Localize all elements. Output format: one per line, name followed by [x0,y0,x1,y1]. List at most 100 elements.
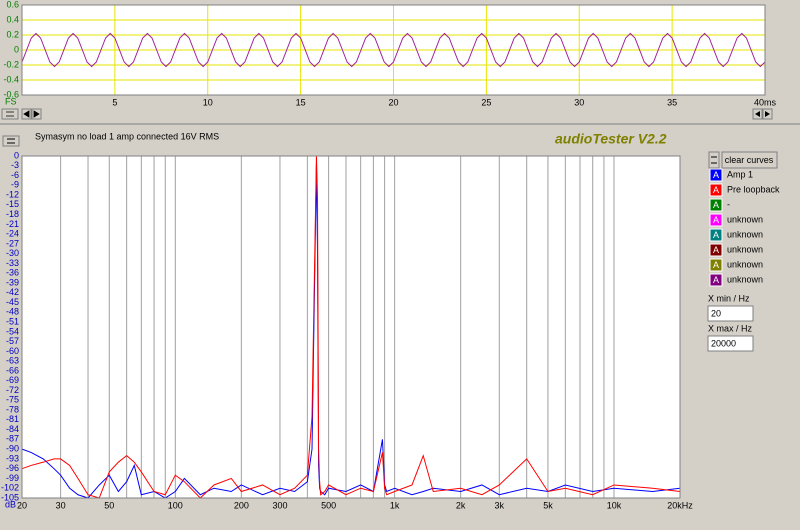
curve-toggle[interactable] [709,183,723,197]
y-tick-label: -72 [6,385,19,395]
curve-toggle-label: A [713,215,719,225]
xmax-input[interactable] [707,335,754,352]
y-tick-label: -30 [6,248,19,258]
y-tick-label: -12 [6,189,19,199]
x-tick-label: 15 [296,97,306,107]
x-tick-label: 25 [481,97,491,107]
x-tick-label: 10k [607,500,622,510]
curve-toggle[interactable] [709,213,723,227]
button-label: clear curves [725,155,774,165]
y-tick-label: 0.2 [6,29,19,39]
x-tick-label: 40ms [754,97,777,107]
y-tick-label: -57 [6,336,19,346]
xmax-value: 20000 [711,338,736,348]
app-title: audioTester V2.2 [555,131,667,147]
y-tick-label: -93 [6,453,19,463]
curve-toggle[interactable] [709,243,723,257]
x-tick-label: 30 [574,97,584,107]
clear-curves-button[interactable]: clear curves [708,151,778,169]
curve-toggle-label: A [713,275,719,285]
y-tick-label: -51 [6,316,19,326]
curve-toggle-label: A [713,260,719,270]
y-tick-label: 0 [14,150,19,160]
y-tick-label: -9 [11,180,19,190]
y-tick-label: -36 [6,268,19,278]
y-tick-label: -6 [11,170,19,180]
xmin-value: 20 [711,308,721,318]
curve-toggle[interactable] [709,258,723,272]
y-tick-label: -39 [6,277,19,287]
y-tick-label: 0.6 [6,0,19,9]
legend-label: unknown [727,244,763,254]
curve-toggle-label: A [713,170,719,180]
y-tick-label: -81 [6,414,19,424]
y-tick-label: -0.2 [3,59,19,69]
xmin-input[interactable] [707,305,754,322]
legend-label: unknown [727,274,763,284]
y-tick-label: -63 [6,356,19,366]
x-tick-label: 50 [104,500,114,510]
y-tick-label: 0 [14,44,19,54]
curve-toggle-label: A [713,200,719,210]
caption: Symasym no load 1 amp connected 16V RMS [35,131,219,141]
y-tick-label: -48 [6,307,19,317]
y-tick-label: -78 [6,404,19,414]
y-axis-label: dB [5,499,16,509]
curve-toggle-label: A [713,185,719,195]
x-tick-label: 5k [543,500,553,510]
y-tick-label: -75 [6,395,19,405]
y-tick-label: -24 [6,229,19,239]
y-tick-label: -42 [6,287,19,297]
xmin-label: X min / Hz [708,293,750,303]
y-tick-label: -69 [6,375,19,385]
x-tick-label: 1k [390,500,400,510]
x-tick-label: 20kHz [667,500,693,510]
y-tick-label: -0.4 [3,74,19,84]
x-tick-label: 100 [168,500,183,510]
x-tick-label: 10 [203,97,213,107]
x-tick-label: 20 [17,500,27,510]
legend-label: unknown [727,214,763,224]
curve-toggle-label: A [713,230,719,240]
x-tick-label: 300 [272,500,287,510]
y-tick-label: -87 [6,434,19,444]
y-tick-label: -21 [6,219,19,229]
curve-toggle[interactable] [709,273,723,287]
y-axis-label: FS [5,96,17,106]
y-tick-label: -102 [1,483,19,493]
x-tick-label: 35 [667,97,677,107]
legend-label: Amp 1 [727,169,753,179]
curve-toggle[interactable] [709,228,723,242]
plot-border [21,155,681,499]
series-line [21,32,766,68]
y-tick-label: -0.6 [3,89,19,99]
curve-toggle[interactable] [709,168,723,182]
chart: 5 10 15 20 25 30 35 40ms 0.6 0.4 0.2 0 -0.2 -0.4 -0.6F… [3,0,776,107]
y-tick-label: -66 [6,365,19,375]
chart: 20 30 50 100 200 300 500 1k 2k 3k 5k 10k 20kHz0-3-6-… [1,150,693,510]
series-line [21,155,681,499]
legend-label: unknown [727,259,763,269]
x-tick-label: 2k [456,500,466,510]
curve-toggle[interactable] [709,198,723,212]
y-tick-label: -3 [11,160,19,170]
plot-border [21,4,766,96]
y-tick-label: -99 [6,473,19,483]
x-tick-label: 3k [495,500,505,510]
y-tick-label: -27 [6,238,19,248]
y-tick-label: 0.4 [6,14,19,24]
legend-label: - [727,199,730,209]
x-tick-label: 5 [112,97,117,107]
y-tick-label: -105 [1,492,19,502]
scroll-buttons[interactable] [1,108,773,147]
x-tick-label: 200 [234,500,249,510]
legend-label: Pre loopback [727,184,780,194]
plot-area [22,156,680,498]
charts: 5 10 15 20 25 30 35 40ms 0.6 0.4 0.2 0 -0.2 -0.4 -0.6F… [1,0,777,510]
x-tick-label: 30 [56,500,66,510]
y-tick-label: -33 [6,258,19,268]
y-tick-label: -90 [6,444,19,454]
xmax-label: X max / Hz [708,323,753,333]
curve-toggle-label: A [713,245,719,255]
